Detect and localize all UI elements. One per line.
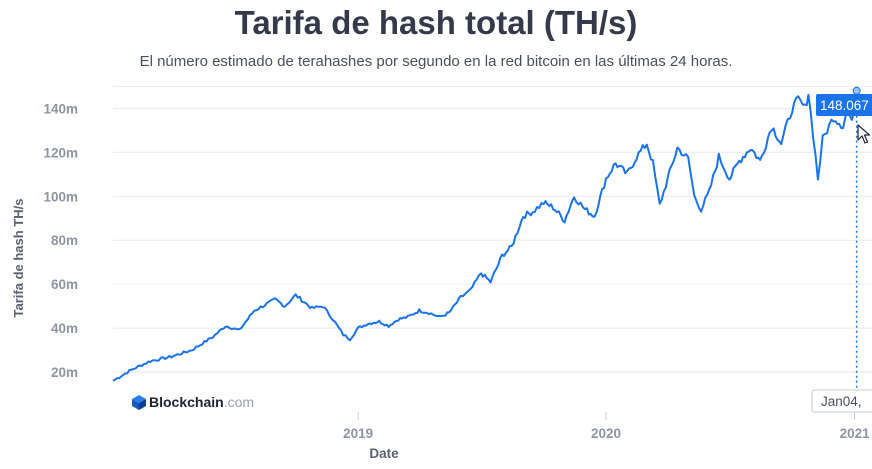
tooltip-value-box: [816, 94, 872, 116]
y-tick-label: 20m: [51, 365, 78, 380]
x-tick-label: 2021: [840, 426, 871, 441]
hover-point: [852, 86, 861, 95]
brand-name: Blockchain: [149, 394, 224, 410]
tooltip-date-box: [811, 389, 872, 413]
tooltip-value: 148.067: [820, 98, 869, 113]
y-tick-label: 140m: [43, 101, 78, 116]
brand-name-wrapper: Blockchain.com: [149, 394, 254, 410]
x-tick-label: 2020: [591, 426, 621, 441]
y-tick-label: 100m: [43, 189, 78, 204]
hover-tooltip: 148.067 Jan04,: [811, 86, 872, 413]
y-tick-label: 60m: [51, 277, 78, 292]
grid-lines: [113, 85, 872, 373]
y-axis-label: Tarifa de hash TH/s: [11, 199, 26, 318]
cursor-arrow-icon: [857, 124, 871, 144]
blockchain-branding: Blockchain.com: [132, 394, 254, 410]
x-axis-label: Date: [369, 446, 399, 461]
x-axis-ticks: 2019 2020 2021: [343, 412, 870, 441]
y-tick-label: 80m: [51, 233, 78, 248]
series-line: [112, 90, 858, 382]
y-tick-label: 120m: [43, 145, 78, 160]
x-tick-label: 2019: [343, 426, 373, 441]
y-axis-ticks: 20m 40m 60m 80m 100m 120m 140m: [43, 101, 78, 380]
chart-title: Tarifa de hash total (TH/s): [234, 4, 638, 41]
tooltip-date: Jan04,: [821, 394, 862, 409]
chart-subtitle: El número estimado de terahashes por seg…: [139, 53, 733, 70]
y-tick-label: 40m: [51, 321, 78, 336]
blockchain-cube-icon: [132, 395, 146, 410]
brand-suffix: .com: [224, 394, 254, 410]
